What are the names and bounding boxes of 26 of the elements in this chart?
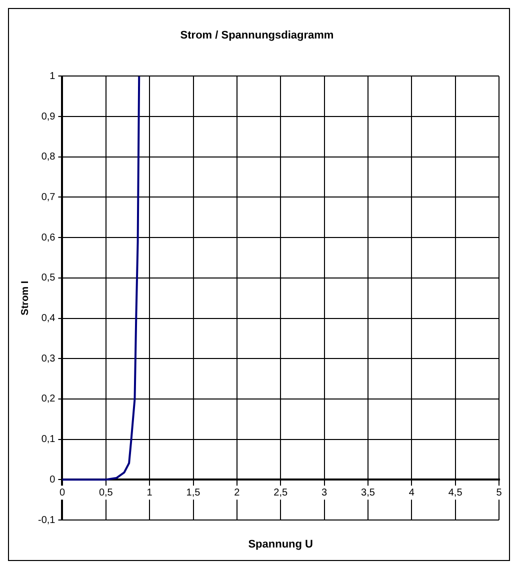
y-tick-label: 0,7 [41, 192, 56, 203]
x-tick-label: 2,5 [274, 487, 288, 498]
x-tick-label: 5 [496, 487, 502, 498]
y-tick-label: 0,8 [41, 152, 56, 163]
x-axis-title: Spannung U [248, 538, 314, 551]
y-tick-label: 0,3 [41, 353, 56, 364]
x-tick-label: 0,5 [98, 487, 114, 498]
y-tick-label: -0,1 [38, 514, 56, 526]
y-tick-label: 0,6 [41, 232, 56, 244]
y-tick-label: 0,9 [41, 111, 56, 122]
y-tick-label: 0 [50, 474, 56, 486]
x-tick-label: 1,5 [186, 487, 201, 498]
y-tick-label: 0,2 [41, 394, 56, 405]
x-tick-label: 1 [146, 487, 153, 498]
y-tick-label: 0,4 [41, 313, 56, 324]
x-tick-label: 4 [408, 487, 415, 498]
y-tick-label: 0,5 [41, 272, 56, 284]
x-tick-label: 2 [234, 487, 240, 498]
chart-title: Strom / Spannungsdiagramm [180, 30, 334, 42]
y-tick-label: 0,1 [41, 434, 56, 446]
x-tick-label: 0 [59, 487, 66, 498]
x-tick-label: 3 [322, 487, 328, 498]
x-tick-label: 3,5 [361, 487, 376, 498]
y-axis-title: Strom I [20, 280, 31, 316]
x-tick-label: 4,5 [448, 487, 463, 498]
y-tick-label: 1 [50, 70, 56, 82]
